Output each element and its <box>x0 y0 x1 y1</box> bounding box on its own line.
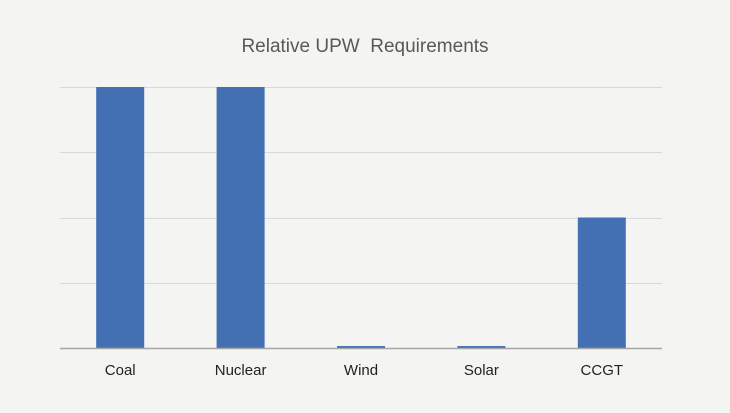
x-tick-label-coal: Coal <box>105 362 136 379</box>
chart-title: Relative UPW Requirements <box>241 36 489 57</box>
x-tick-label-ccgt: CCGT <box>581 362 624 379</box>
bar-wind <box>337 346 385 348</box>
bar-solar <box>457 346 506 348</box>
bar-nuclear <box>216 87 265 348</box>
bar-coal <box>96 87 145 348</box>
x-tick-label-solar: Solar <box>464 362 499 379</box>
x-tick-label-nuclear: Nuclear <box>215 362 267 379</box>
bar-ccgt <box>577 217 626 348</box>
x-tick-label-wind: Wind <box>344 362 378 379</box>
